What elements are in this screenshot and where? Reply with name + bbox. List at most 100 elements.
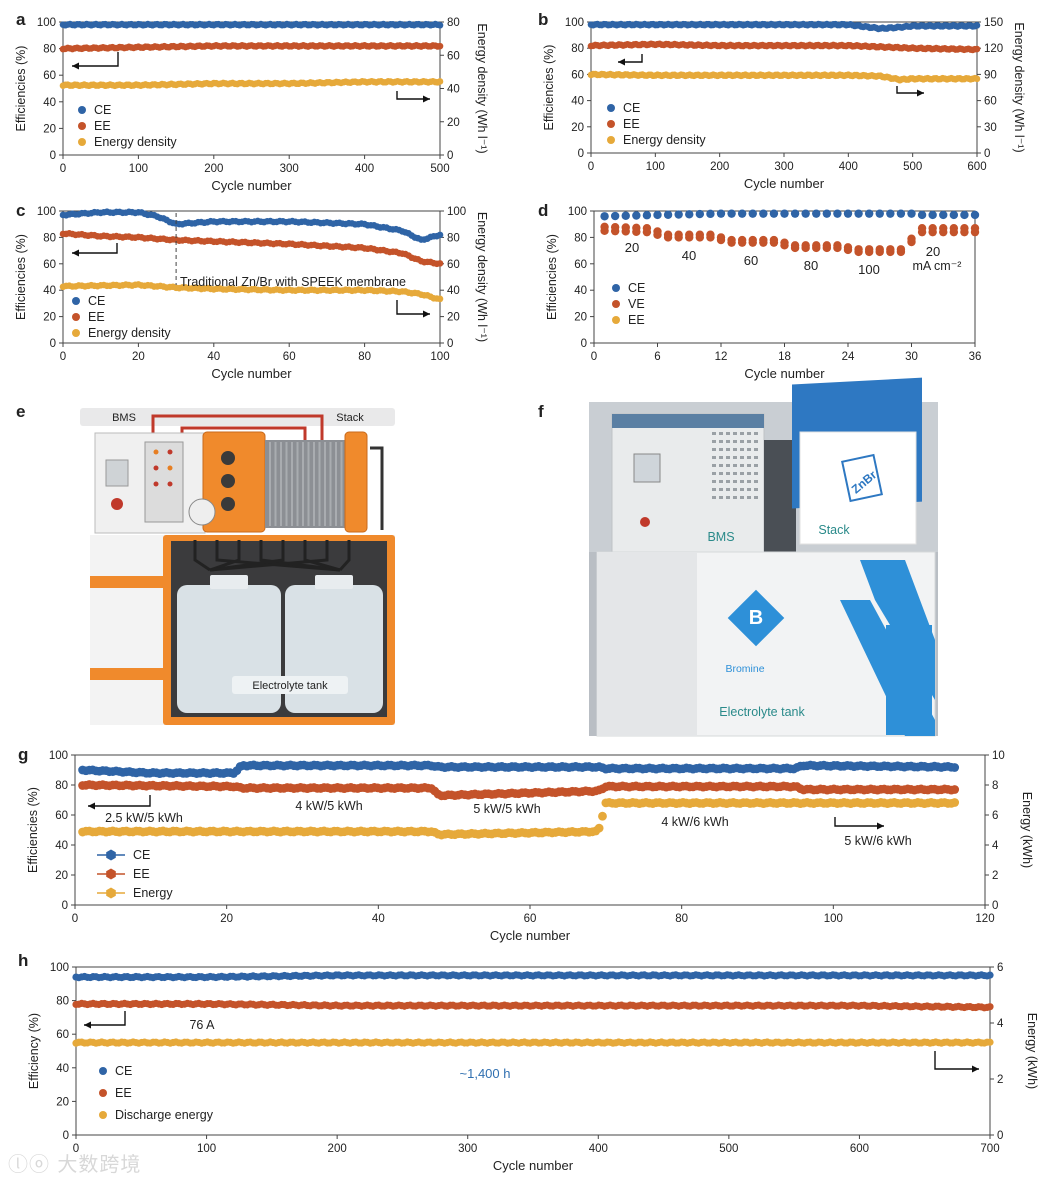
y-tick-label: 0 (581, 338, 587, 350)
x-tick-label: 100 (197, 1143, 216, 1155)
stack-label: Stack (336, 412, 364, 424)
stack-port (221, 474, 235, 488)
panel-letter: h (18, 951, 28, 970)
arrow-head (423, 310, 430, 318)
vent-slot (740, 448, 744, 451)
annotation-text: Traditional Zn/Br with SPEEK membrane (180, 275, 406, 289)
arrow-head (88, 802, 95, 810)
arrow-head (877, 822, 884, 830)
x-tick-label: 6 (654, 351, 660, 363)
data-point (864, 247, 874, 257)
vent-slot (747, 496, 751, 499)
vent-slot (754, 472, 758, 475)
electrolyte-tank-label: Electrolyte tank (719, 705, 805, 719)
pipe (193, 540, 211, 572)
stack-faceplate (799, 431, 917, 545)
x-tick-label: 0 (60, 163, 66, 175)
vent-slot (712, 488, 716, 491)
indicator-light (153, 465, 159, 471)
x-tick-label: 80 (358, 351, 371, 363)
vent-slot (726, 472, 730, 475)
x-tick-label: 0 (72, 913, 78, 925)
data-point (610, 226, 620, 236)
data-point (822, 209, 832, 218)
y2-tick-label: 20 (447, 117, 460, 129)
vent-slot (747, 456, 751, 459)
vent-slot (719, 440, 723, 443)
y2-axis-label: Energy density (Wh l⁻¹) (475, 212, 489, 342)
data-point (685, 210, 694, 219)
vent-slot (712, 496, 716, 499)
data-point (653, 230, 662, 239)
series-energy (78, 798, 960, 840)
data-point (917, 210, 927, 220)
decor-block (886, 625, 932, 735)
legend-marker (612, 316, 620, 324)
legend-marker (78, 122, 86, 130)
series-ee (600, 226, 980, 257)
bms-cabinet (611, 413, 765, 555)
legend-label: EE (115, 1086, 132, 1100)
data-point (949, 227, 959, 237)
x-tick-label: 30 (905, 351, 918, 363)
data-point (970, 227, 980, 237)
vent-slot (747, 472, 751, 475)
vent-slot (726, 432, 730, 435)
vent-slot (726, 464, 730, 467)
data-point (706, 209, 715, 219)
data-point (642, 227, 652, 237)
stack-port (221, 451, 235, 465)
vent-slot (747, 480, 751, 483)
legend-marker (72, 297, 80, 305)
tank-cap (210, 575, 248, 589)
axis-arrow (934, 1051, 979, 1070)
legend-label: EE (623, 117, 640, 131)
data-point (769, 209, 779, 218)
plot-frame (62, 210, 441, 344)
panel-e: e BMS Stack Electrolyte tank (16, 402, 395, 725)
indicator-light (153, 481, 159, 487)
pressure-gauge (188, 498, 216, 526)
x-tick-label: 20 (132, 351, 145, 363)
panel-letter: e (16, 402, 25, 421)
y2-tick-label: 0 (447, 338, 453, 350)
data-point (663, 210, 673, 219)
vent-slot (733, 440, 737, 443)
x-tick-label: 60 (283, 351, 296, 363)
data-point (896, 209, 906, 218)
x-tick-label: 0 (73, 1143, 79, 1155)
vent-slot (712, 440, 716, 443)
x-tick-label: 700 (980, 1143, 999, 1155)
vent-slot (747, 440, 751, 443)
y2-tick-label: 80 (447, 17, 460, 29)
x-tick-label: 300 (458, 1143, 477, 1155)
y2-tick-label: 80 (447, 232, 460, 244)
vent-slot (719, 464, 723, 467)
legend-label: CE (133, 848, 150, 862)
series-ce (59, 208, 444, 243)
data-point (875, 247, 884, 257)
y-tick-label: 0 (578, 148, 584, 160)
series-energy-density (59, 77, 444, 90)
data-point (875, 209, 884, 218)
x-axis-label: Cycle number (211, 366, 292, 381)
legend-label: EE (628, 313, 645, 327)
y-tick-label: 0 (50, 150, 56, 162)
legend-label: CE (88, 294, 105, 308)
y2-tick-label: 0 (984, 148, 990, 160)
data-point (780, 209, 789, 218)
vent-slot (740, 440, 744, 443)
y-tick-label: 20 (56, 1096, 69, 1108)
series-ce (600, 209, 980, 221)
data-point (939, 210, 948, 220)
series-ee (78, 780, 960, 801)
vent-slot (712, 472, 716, 475)
y-tick-label: 0 (63, 1130, 69, 1142)
series-energy-density (59, 281, 444, 303)
vent-slot (740, 456, 744, 459)
cabinet-stripe (90, 576, 166, 588)
bromine-logo (727, 589, 785, 647)
data-point (801, 209, 810, 218)
vent-slot (733, 488, 737, 491)
x-tick-label: 20 (220, 913, 233, 925)
